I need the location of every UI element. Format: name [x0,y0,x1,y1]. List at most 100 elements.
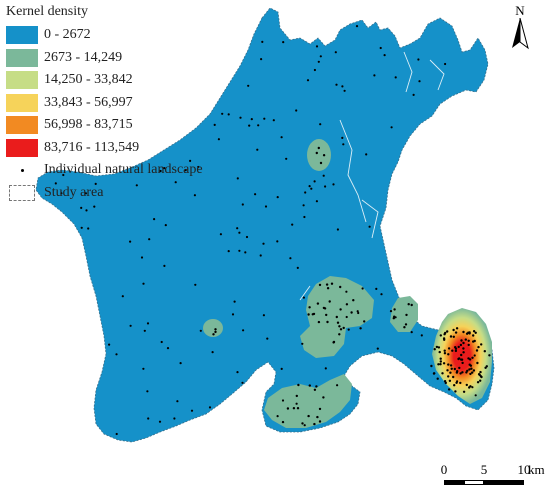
landscape-point [439,357,442,360]
landscape-point [87,227,90,230]
landscape-point [338,333,341,336]
landscape-point [227,113,230,116]
landscape-point [108,343,111,346]
landscape-point [471,386,474,389]
legend-label: Individual natural landscape [44,162,203,178]
landscape-point [115,432,118,436]
landscape-point [199,329,202,332]
landscape-point [392,317,395,320]
landscape-point [247,84,250,87]
landscape-point [310,187,313,190]
landscape-point [394,76,397,79]
landscape-point [307,313,310,316]
landscape-point [166,347,170,350]
landscape-point [474,331,477,334]
landscape-point [446,369,449,372]
landscape-point [432,372,436,375]
landscape-point [184,169,187,172]
landscape-point [257,124,260,127]
landscape-point [447,347,451,350]
legend-swatch [6,93,38,112]
landscape-point [342,326,345,330]
landscape-point [389,310,393,313]
landscape-point [241,381,244,384]
landscape-point [380,293,383,296]
landscape-point [465,383,468,387]
legend-swatch [6,138,38,157]
landscape-point [54,182,57,185]
landscape-point [325,283,329,286]
landscape-point [379,46,382,50]
landscape-point [301,342,304,345]
landscape-point [135,184,138,187]
landscape-point [317,320,321,324]
landscape-point [443,349,446,352]
legend-item-class-6: 83,716 - 113,549 [6,137,216,160]
landscape-point [412,93,415,96]
landscape-point [368,225,371,228]
scale-bar: 0 5 10 km [436,462,545,490]
landscape-point [339,308,342,311]
landscape-point [451,349,454,352]
landscape-point [457,357,460,361]
landscape-point [462,341,465,345]
landscape-point [345,303,349,306]
legend-label: 33,843 - 56,997 [44,94,133,110]
landscape-point [471,356,474,359]
landscape-point [462,390,466,393]
landscape-point [266,337,269,340]
landscape-point [148,238,151,241]
landscape-point [443,380,447,383]
landscape-point [233,300,236,303]
landscape-point [262,314,265,317]
landscape-point [322,396,325,399]
landscape-point [459,381,462,385]
landscape-point [472,330,476,333]
landscape-point [438,350,441,354]
landscape-point [356,310,359,313]
landscape-point [328,300,331,303]
landscape-point [461,371,464,374]
landscape-point [301,422,304,425]
landscape-point [322,174,325,177]
landscape-point [442,362,446,365]
landscape-point [357,311,360,315]
landscape-point [276,196,279,199]
landscape-point [347,328,350,331]
landscape-point [334,51,337,54]
landscape-point [410,331,413,334]
landscape-point [142,367,145,370]
landscape-point [472,369,476,372]
landscape-point [303,424,306,427]
landscape-point [437,346,441,349]
landscape-point [460,339,463,342]
landscape-point [316,302,320,305]
landscape-point [468,368,471,371]
landscape-point [350,311,353,314]
study-area-fill [35,7,495,443]
landscape-point [420,334,423,337]
landscape-point [447,388,451,391]
landscape-point [383,54,386,57]
landscape-point [479,370,482,374]
landscape-point [448,379,452,382]
landscape-point [62,173,65,177]
landscape-point [373,74,376,77]
landscape-point [454,349,458,353]
north-arrow: N [508,4,532,55]
landscape-point [339,328,343,331]
landscape-point [286,407,290,410]
landscape-point [322,154,326,157]
landscape-point [115,353,118,356]
scale-tick-label: 5 [480,462,488,477]
landscape-point [179,362,182,365]
landscape-point [390,126,393,129]
landscape-point [418,80,421,83]
landscape-point [285,157,288,160]
landscape-point [453,367,456,371]
landscape-point [140,256,144,259]
landscape-point [312,312,316,316]
landscape-point [261,40,264,44]
landscape-point [462,347,465,350]
